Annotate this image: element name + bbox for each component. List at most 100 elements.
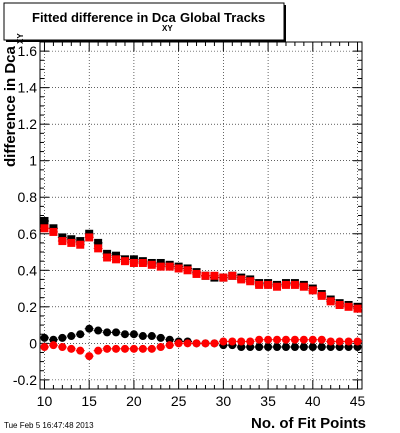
data-point	[112, 255, 121, 264]
data-point	[94, 346, 103, 355]
data-point	[138, 332, 147, 341]
x-tick-label: 15	[81, 393, 97, 409]
data-point	[326, 297, 335, 306]
data-point	[183, 266, 192, 275]
data-point	[237, 275, 246, 284]
x-tick-label: 35	[260, 393, 276, 409]
data-point	[273, 342, 282, 351]
data-point	[94, 326, 103, 335]
y-tick-label: -0.2	[13, 372, 37, 388]
data-point	[353, 304, 362, 313]
data-point	[281, 280, 290, 289]
grid	[40, 42, 362, 389]
data-point	[344, 342, 353, 351]
data-point	[165, 335, 174, 344]
y-tick-labels: -0.2 0 0.2 0.4 0.6 0.8 1 1.2 1.4 1.6	[13, 43, 37, 388]
data-point	[353, 342, 362, 351]
data-point	[165, 341, 174, 350]
data-point	[326, 342, 335, 351]
data-point	[317, 335, 326, 344]
data-point	[76, 330, 85, 339]
data-point	[228, 337, 237, 346]
data-point	[40, 216, 49, 225]
data-point	[103, 253, 112, 262]
data-point	[120, 344, 129, 353]
data-point	[49, 335, 58, 344]
series-4	[40, 335, 362, 361]
title-box-shadow-bottom	[6, 40, 286, 42]
data-point	[264, 342, 273, 351]
x-tick-label: 45	[350, 393, 366, 409]
data-point	[67, 238, 76, 247]
data-point	[335, 337, 344, 346]
data-point	[40, 333, 49, 342]
data-point	[103, 344, 112, 353]
data-point	[219, 337, 228, 346]
y-tick-label: 1.4	[18, 80, 38, 96]
y-tick-label: 1.2	[18, 116, 38, 132]
y-tick-label: 0.6	[18, 226, 38, 242]
title-box	[3, 2, 285, 41]
data-point	[326, 337, 335, 346]
chart-title: Fitted difference in Dca	[32, 10, 177, 25]
data-point	[246, 342, 255, 351]
data-series	[40, 216, 362, 361]
data-point	[40, 224, 49, 233]
data-point	[147, 260, 156, 269]
data-point	[112, 344, 121, 353]
data-point	[264, 280, 273, 289]
x-tick-label: 10	[37, 393, 53, 409]
data-point	[49, 227, 58, 236]
y-axis-title: difference in Dca	[2, 45, 19, 167]
data-point	[40, 342, 49, 351]
data-point	[156, 333, 165, 342]
data-point	[246, 277, 255, 286]
y-tick-label: 0	[29, 335, 37, 351]
data-point	[228, 271, 237, 280]
series-2	[40, 224, 362, 313]
data-point	[85, 352, 94, 361]
data-point	[129, 344, 138, 353]
data-point	[219, 273, 228, 282]
data-point	[94, 244, 103, 253]
data-point	[165, 262, 174, 271]
x-tick-labels: 10 15 20 25 30 35 40 45	[37, 393, 366, 409]
data-point	[67, 344, 76, 353]
data-point	[174, 339, 183, 348]
x-axis-title: No. of Fit Points	[251, 415, 366, 432]
data-point	[129, 258, 138, 267]
data-point	[255, 280, 264, 289]
data-point	[273, 282, 282, 291]
y-tick-label: 0.4	[18, 262, 38, 278]
data-point	[210, 339, 219, 348]
data-point	[183, 339, 192, 348]
data-point	[120, 330, 129, 339]
data-point	[192, 269, 201, 278]
data-point	[147, 332, 156, 341]
data-point	[120, 257, 129, 266]
chart-title-suffix: Global Tracks	[180, 10, 265, 25]
data-point	[299, 335, 308, 344]
y-tick-label: 1.6	[18, 43, 38, 59]
data-point	[138, 344, 147, 353]
data-point	[335, 300, 344, 309]
data-point	[49, 341, 58, 350]
data-point	[255, 335, 264, 344]
data-point	[299, 342, 308, 351]
data-point	[138, 258, 147, 267]
data-point	[58, 237, 67, 246]
data-point	[237, 342, 246, 351]
data-point	[156, 342, 165, 351]
data-point	[308, 286, 317, 295]
data-point	[308, 335, 317, 344]
data-point	[255, 342, 264, 351]
data-point	[299, 282, 308, 291]
x-tick-label: 20	[126, 393, 142, 409]
axis-ticks	[40, 42, 362, 390]
y-tick-label: 0.2	[18, 299, 38, 315]
data-point	[156, 262, 165, 271]
data-point	[147, 344, 156, 353]
data-point	[308, 342, 317, 351]
data-point	[237, 337, 246, 346]
